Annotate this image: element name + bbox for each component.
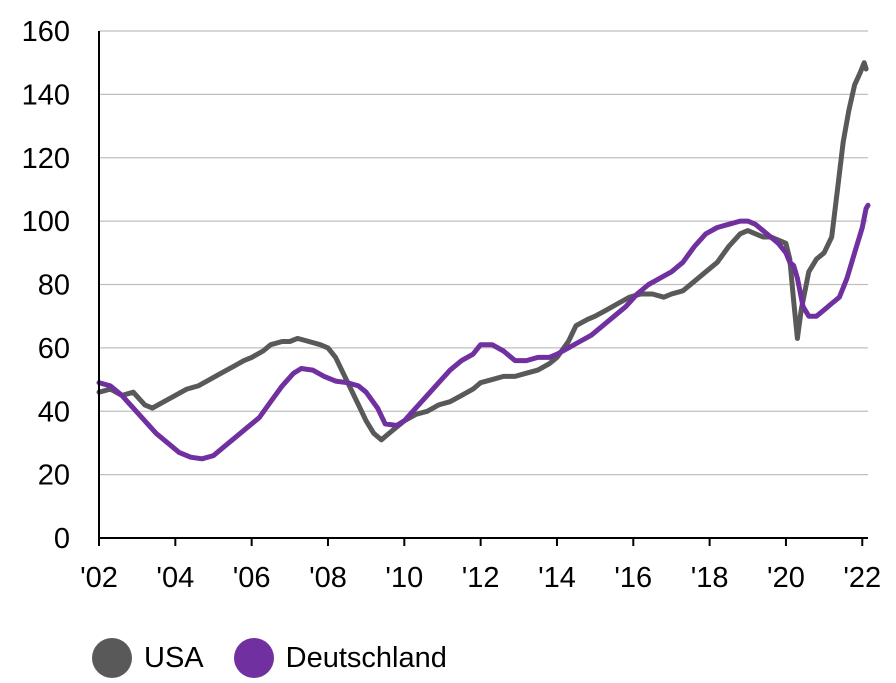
legend-swatch-usa: [92, 638, 132, 678]
legend-swatch-deutschland: [233, 638, 274, 678]
x-tick-label-2018: '18: [691, 562, 729, 594]
series-lines: [96, 60, 871, 462]
x-tick-label-2022: '22: [843, 562, 881, 594]
y-tick-label-100: 100: [22, 206, 70, 238]
y-axis-tick-labels: 0 20 40 60 80 100 120 140 160: [22, 16, 70, 555]
x-tick-label-2010: '10: [385, 562, 423, 594]
y-tick-label-60: 60: [38, 333, 70, 365]
line-chart: 0 20 40 60 80 100 120 140 160 '02 '04 '06 '08 '10 '12…: [22, 16, 882, 594]
y-tick-label-40: 40: [38, 396, 70, 428]
x-tick-label-2004: '04: [156, 562, 194, 594]
y-tick-label-120: 120: [22, 143, 70, 175]
gridlines: [99, 30, 868, 476]
series-line-usa: [96, 60, 869, 443]
x-tick-label-2002: '02: [80, 562, 118, 594]
x-tick-label-2014: '14: [538, 562, 576, 594]
y-tick-label-80: 80: [38, 270, 70, 302]
legend: USA Deutschland: [92, 636, 477, 680]
y-tick-label-140: 140: [22, 79, 70, 111]
y-tick-label-20: 20: [38, 460, 70, 492]
y-tick-label-160: 160: [22, 16, 70, 48]
legend-label-usa: USA: [144, 641, 204, 674]
x-tick-label-2012: '12: [462, 562, 500, 594]
legend-item-usa: USA: [92, 638, 204, 678]
axes: [98, 31, 868, 546]
series-line-deutschland: [96, 202, 871, 462]
legend-label-deutschland: Deutschland: [285, 641, 447, 674]
legend-item-deutschland: Deutschland: [233, 638, 447, 678]
y-tick-label-0: 0: [54, 523, 70, 555]
x-tick-label-2006: '06: [233, 562, 271, 594]
x-tick-label-2020: '20: [767, 562, 805, 594]
x-axis-tick-labels: '02 '04 '06 '08 '10 '12 '14 '16 '18 '20 '22: [80, 562, 881, 594]
x-tick-label-2016: '16: [614, 562, 652, 594]
x-tick-label-2008: '08: [309, 562, 347, 594]
